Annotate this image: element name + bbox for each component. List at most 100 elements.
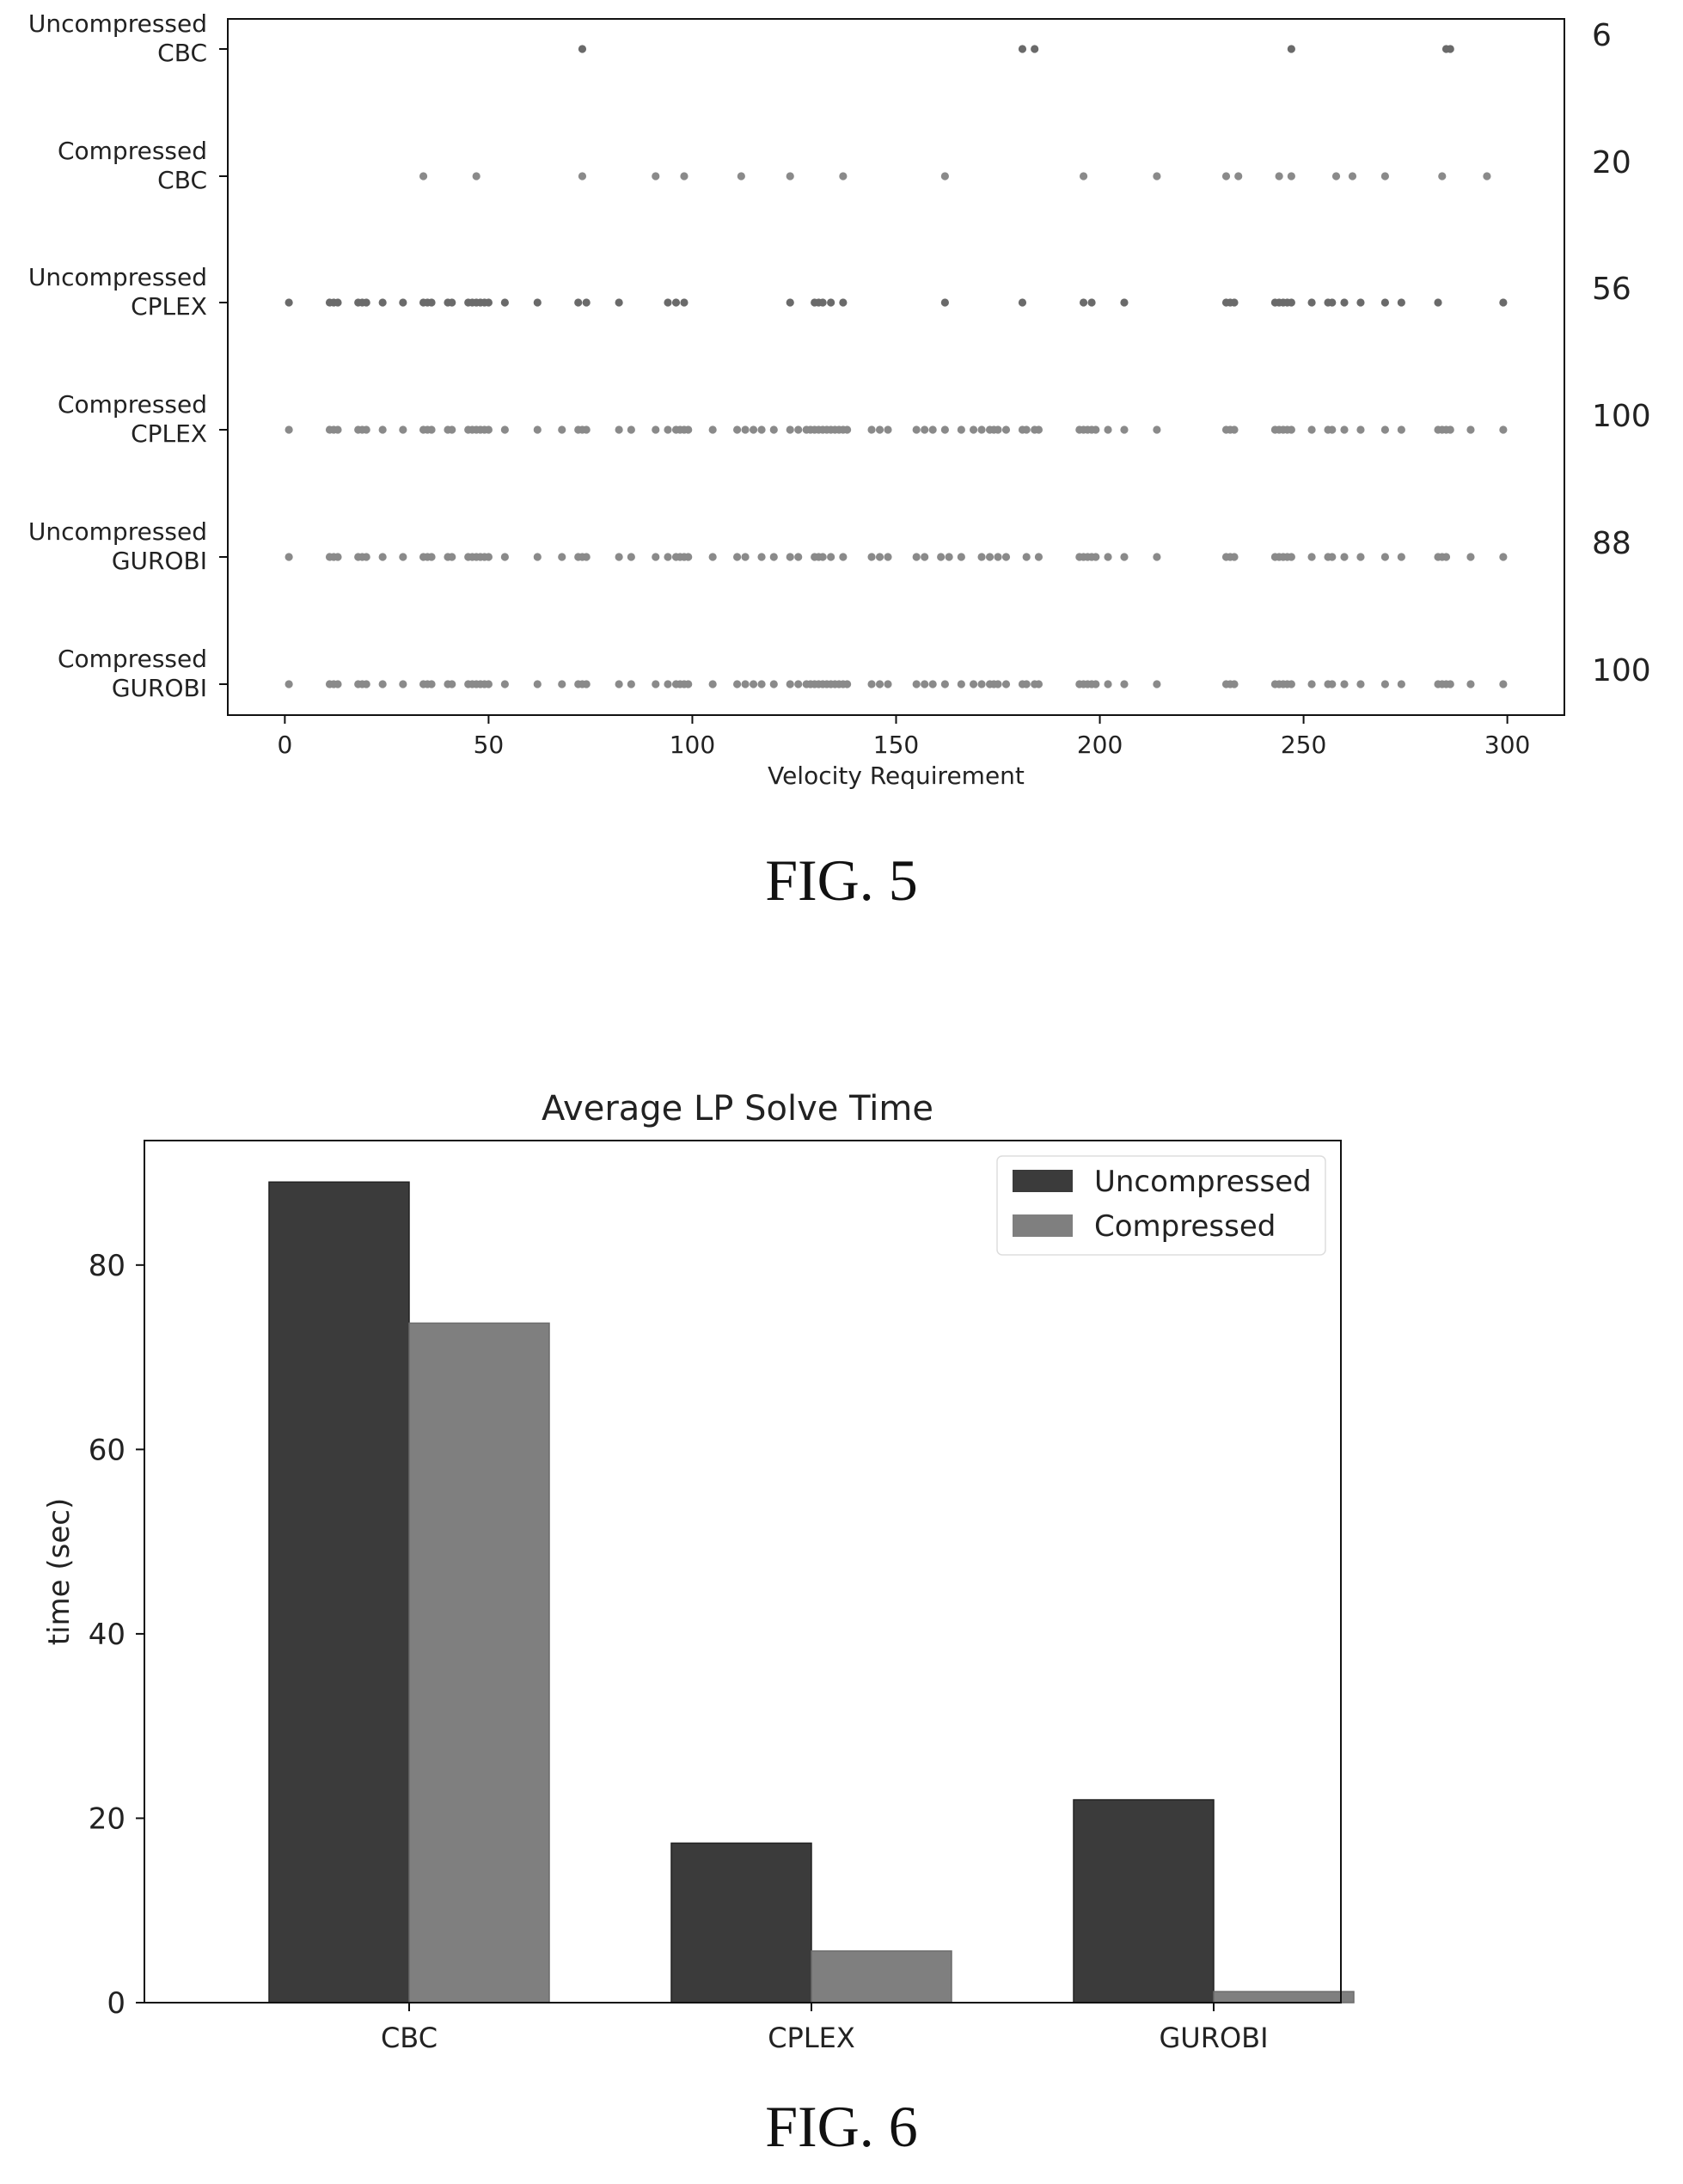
bar xyxy=(670,1842,812,2004)
scatter-point xyxy=(1356,680,1365,688)
scatter-point xyxy=(884,680,892,688)
scatter-point xyxy=(1018,298,1027,307)
scatter-point xyxy=(1446,425,1454,434)
scatter-point xyxy=(378,298,387,307)
scatter-point xyxy=(1328,680,1337,688)
scatter-point xyxy=(969,425,978,434)
scatter-point xyxy=(977,553,986,561)
scatter-point xyxy=(285,680,293,688)
scatter-point xyxy=(1307,680,1316,688)
scatter-point xyxy=(940,425,949,434)
scatter-point xyxy=(1446,680,1454,688)
row-count-label: 100 xyxy=(1592,399,1651,434)
scatter-point xyxy=(921,553,929,561)
scatter-point xyxy=(786,425,794,434)
scatter-point xyxy=(652,425,660,434)
scatter-point xyxy=(627,680,635,688)
x-tick-label: GUROBI xyxy=(1159,2022,1268,2054)
scatter-point xyxy=(912,553,921,561)
scatter-point xyxy=(378,680,387,688)
legend-swatch xyxy=(1013,1214,1073,1237)
scatter-point xyxy=(1287,172,1295,180)
scatter-point xyxy=(875,425,884,434)
scatter-point xyxy=(500,680,509,688)
row-count-label: 56 xyxy=(1592,272,1631,307)
scatter-point xyxy=(1018,45,1027,53)
scatter-point xyxy=(1079,298,1088,307)
scatter-point xyxy=(1466,680,1475,688)
scatter-point xyxy=(680,298,688,307)
scatter-point xyxy=(615,553,623,561)
scatter-point xyxy=(1287,680,1295,688)
scatter-point xyxy=(1092,680,1100,688)
scatter-point xyxy=(1031,45,1039,53)
scatter-point xyxy=(664,425,672,434)
plot-frame xyxy=(144,1140,1342,2004)
scatter-point xyxy=(1397,298,1405,307)
scatter-point xyxy=(1022,425,1031,434)
scatter-point xyxy=(671,298,681,307)
scatter-point xyxy=(362,680,370,688)
scatter-point xyxy=(1001,553,1011,561)
scatter-point xyxy=(500,553,509,561)
scatter-point xyxy=(1104,425,1112,434)
scatter-point xyxy=(977,680,986,688)
scatter-point xyxy=(448,425,456,434)
scatter-point xyxy=(1328,425,1337,434)
scatter-point xyxy=(733,680,742,688)
row-label-line1: Compressed xyxy=(58,645,207,673)
scatter-point xyxy=(680,172,688,180)
scatter-point xyxy=(1092,425,1100,434)
scatter-point xyxy=(1356,298,1365,307)
scatter-point xyxy=(1153,553,1161,561)
scatter-point xyxy=(818,298,827,307)
bar xyxy=(408,1322,550,2004)
legend-label: Uncompressed xyxy=(1094,1165,1312,1199)
scatter-point xyxy=(684,553,693,561)
scatter-point xyxy=(334,298,342,307)
scatter-point xyxy=(472,172,480,180)
scatter-point xyxy=(1153,680,1161,688)
y-tick-label: 40 xyxy=(89,1618,125,1652)
scatter-point xyxy=(1466,553,1475,561)
fig5-caption: FIG. 5 xyxy=(765,847,918,913)
scatter-point xyxy=(994,553,1002,561)
scatter-point xyxy=(578,45,587,53)
fig6-caption: FIG. 6 xyxy=(765,2094,918,2159)
scatter-point xyxy=(994,425,1002,434)
scatter-point xyxy=(664,553,672,561)
scatter-point xyxy=(399,553,407,561)
scatter-point xyxy=(684,425,693,434)
scatter-point xyxy=(1380,680,1390,688)
bar-chart: Average LP Solve Time 0 20 40 60 80 time (sec)… xyxy=(42,1089,1355,2054)
scatter-point xyxy=(884,425,892,434)
row-label-line2: CBC xyxy=(157,39,207,67)
row-label-line2: GUROBI xyxy=(112,674,207,702)
scatter-point xyxy=(1499,553,1508,561)
scatter-point xyxy=(867,680,876,688)
scatter-point xyxy=(1287,425,1295,434)
scatter-point xyxy=(843,680,852,688)
scatter-point xyxy=(427,553,436,561)
scatter-point xyxy=(794,425,803,434)
scatter-point xyxy=(448,680,456,688)
scatter-point xyxy=(582,553,591,561)
scatter-point xyxy=(1307,298,1316,307)
scatter-point xyxy=(957,680,965,688)
y-tick-label: 80 xyxy=(89,1249,125,1283)
row-count-label: 6 xyxy=(1592,18,1612,53)
scatter-point xyxy=(733,553,742,561)
bar xyxy=(1213,1991,1355,2004)
scatter-point xyxy=(399,425,407,434)
scatter-point xyxy=(484,680,493,688)
scatter-point xyxy=(786,172,794,180)
scatter-point xyxy=(362,425,370,434)
scatter-point xyxy=(558,553,566,561)
x-tick-label: 200 xyxy=(1077,731,1123,759)
legend-label: Compressed xyxy=(1094,1209,1276,1244)
scatter-point xyxy=(533,680,542,688)
scatter-point xyxy=(794,680,803,688)
scatter-point xyxy=(769,425,778,434)
chart-title: Average LP Solve Time xyxy=(542,1089,933,1129)
